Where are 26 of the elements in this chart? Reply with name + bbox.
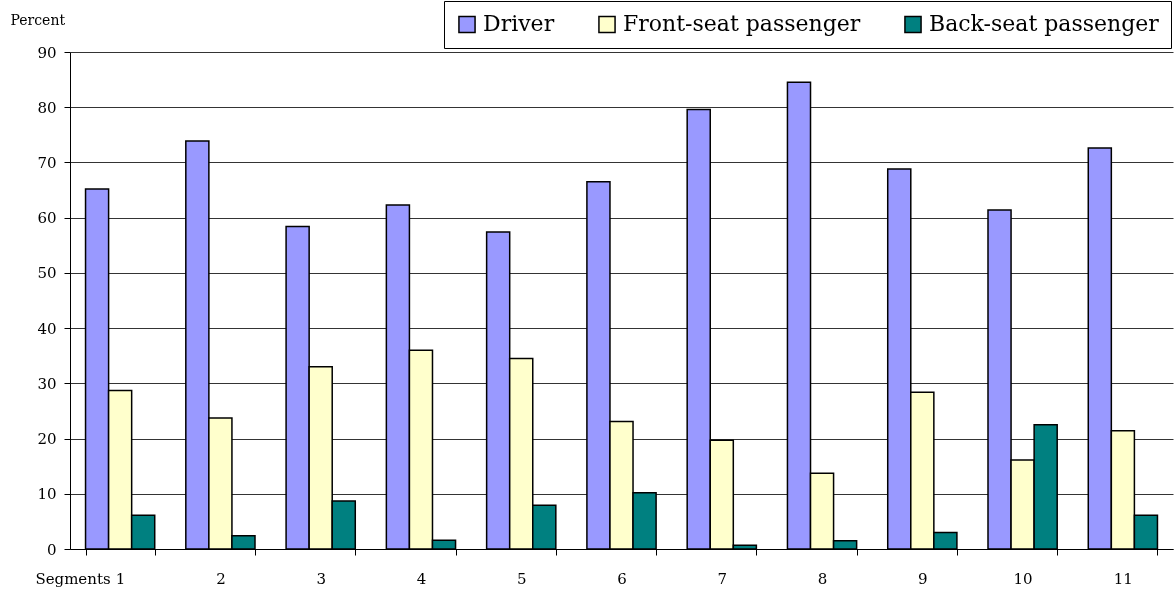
- x-tick-label: 8: [817, 569, 828, 588]
- y-tick-label: 60: [37, 209, 57, 228]
- legend-label: Back-seat passenger: [929, 11, 1160, 37]
- x-tick-label: 10: [1013, 569, 1033, 588]
- y-tick-label: 50: [37, 264, 57, 283]
- y-tick-label: 40: [37, 319, 57, 338]
- x-tick-label: 9: [918, 569, 928, 588]
- x-tick-label: 2: [216, 569, 226, 588]
- x-tick-label: 3: [316, 569, 326, 588]
- y-tick-label: 80: [37, 98, 57, 117]
- x-tick-label: 5: [516, 569, 527, 588]
- x-tick-label: 11: [1113, 569, 1133, 588]
- legend-label: Front-seat passenger: [623, 11, 861, 37]
- y-tick-label: 70: [37, 153, 57, 172]
- x-tick-label: 1: [115, 569, 126, 588]
- y-tick-label: 90: [37, 43, 57, 62]
- y-tick-label: 10: [37, 485, 57, 504]
- x-tick-label: 6: [617, 569, 627, 588]
- x-axis-title: Segments: [35, 569, 111, 588]
- y-tick-label: 20: [37, 430, 57, 449]
- y-axis-title: Percent: [10, 11, 66, 28]
- x-tick-label: 7: [717, 569, 728, 588]
- y-tick-label: 0: [46, 540, 57, 559]
- legend-label: Driver: [483, 11, 555, 37]
- x-tick-label: 4: [416, 569, 427, 588]
- y-tick-label: 30: [37, 374, 57, 393]
